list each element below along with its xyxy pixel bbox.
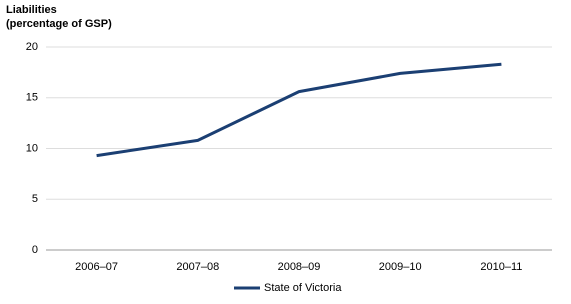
legend-label: State of Victoria <box>264 282 342 294</box>
x-tick-label: 2008–09 <box>278 261 321 273</box>
y-tick-label: 15 <box>26 92 38 104</box>
y-axis-label: Liabilities <box>6 4 57 16</box>
x-tick-label: 2006–07 <box>75 261 118 273</box>
x-tick-label: 2007–08 <box>176 261 219 273</box>
y-tick-label: 0 <box>32 244 38 256</box>
y-axis-label: (percentage of GSP) <box>6 18 112 30</box>
y-tick-label: 5 <box>32 193 38 205</box>
series-line <box>96 62 502 158</box>
y-tick-label: 10 <box>26 142 38 154</box>
x-tick-label: 2010–11 <box>480 261 522 273</box>
y-tick-label: 20 <box>26 41 38 53</box>
x-tick-label: 2009–10 <box>379 261 422 273</box>
